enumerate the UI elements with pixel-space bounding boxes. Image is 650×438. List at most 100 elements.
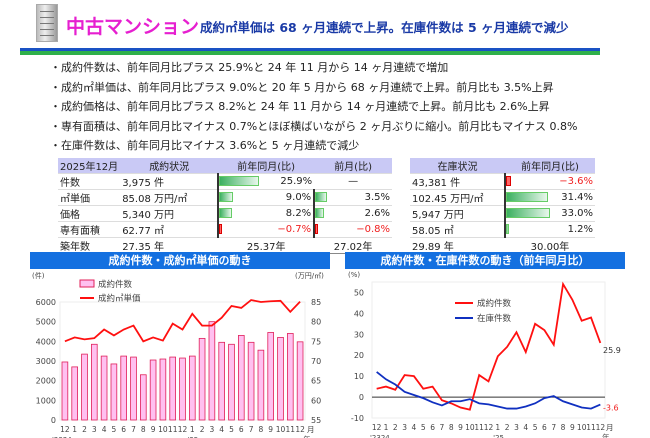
- x-year-label: '25: [493, 434, 504, 438]
- x-tick: 3: [92, 425, 97, 434]
- x-tick: 6: [542, 423, 547, 432]
- bar: [247, 341, 255, 421]
- y-left-tick: 1000: [36, 396, 56, 405]
- legend-swatch: [79, 279, 95, 288]
- bar: [120, 355, 128, 421]
- inventory-table: 在庫状況 前年同月(比) 43,381 件 −3.6% 102.45 万円/㎡ 31.4%…: [410, 158, 595, 254]
- y-left-unit: (件): [32, 271, 45, 280]
- x-tick: 6: [121, 425, 126, 434]
- y-right-tick: 60: [311, 396, 321, 405]
- bar: [286, 333, 294, 421]
- x-tick: 4: [219, 425, 224, 434]
- x-tick: 3: [210, 425, 215, 434]
- row-value: 102.45 万円/㎡: [410, 189, 505, 206]
- change-value: 1.2%: [567, 224, 593, 235]
- y-right-tick: 85: [311, 298, 321, 307]
- chart1-title: 成約件数・成約㎡単価の動き: [30, 252, 330, 269]
- y-right-tick: 65: [311, 377, 321, 386]
- bar: [228, 343, 235, 421]
- bar: [71, 366, 78, 421]
- x-tick: 11: [474, 423, 484, 432]
- chart2-title: 成約件数・在庫件数の動き（前年同月比）: [345, 252, 625, 269]
- y-right-unit: (万円/㎡): [295, 272, 324, 280]
- x-tick: 10: [465, 423, 475, 432]
- bar: [267, 332, 275, 421]
- positive-bar: [219, 176, 260, 186]
- positive-bar: [506, 192, 548, 202]
- y-tick: 40: [354, 309, 364, 318]
- positive-bar: [506, 224, 509, 234]
- x-tick: 4: [102, 425, 107, 434]
- positive-bar: [506, 208, 550, 218]
- legend-label: 成約㎡単価: [98, 293, 141, 304]
- row-value: 85.08 万円/㎡: [120, 189, 219, 206]
- series-line: [376, 371, 601, 410]
- bar: [130, 356, 137, 421]
- x-tick: 5: [229, 425, 234, 434]
- x-tick: 1: [384, 423, 389, 432]
- change-value: 2.6%: [364, 208, 390, 219]
- x-tick: 1: [190, 425, 195, 434]
- change-value: 9.0%: [285, 192, 312, 203]
- positive-bar: [219, 208, 232, 218]
- bar: [169, 356, 177, 421]
- bar: [140, 374, 147, 421]
- summary-item: ・専有面積は、前年同月比マイナス 0.7%とほぼ横ばいながら 2 ヶ月ぶりに縮小…: [50, 119, 578, 133]
- x-tick: 2: [82, 425, 87, 434]
- contract-chart: 010002000300040005000600055606570758085(…: [32, 271, 324, 438]
- summary-item: ・成約㎡単価は、前年同月比プラス 9.0%と 20 年 5 月から 68 ヶ月連…: [50, 80, 554, 94]
- series-line: [376, 281, 602, 411]
- table-row: 専有面積 62.77 ㎡ −0.7% −0.8%: [58, 221, 392, 238]
- x-tick: 12: [484, 423, 494, 432]
- bar: [61, 361, 69, 421]
- summary-list: ・成約件数は、前年同月比プラス 25.9%と 24 年 11 月から 14 ヶ月…: [50, 58, 577, 156]
- change-value: 3.5%: [364, 192, 390, 203]
- table-header: 2025年12月 成約状況 前年同月(比) 前月(比): [58, 158, 392, 174]
- x-tick: 12: [178, 425, 188, 434]
- legend-label: 成約件数: [98, 279, 133, 290]
- change-value: −3.6%: [559, 176, 593, 187]
- x-tick: 12: [372, 423, 382, 432]
- x-tick: 12: [596, 423, 606, 432]
- bar: [208, 321, 216, 421]
- table-row: 築年数 27.35 年 25.37年 27.02年: [58, 237, 392, 254]
- end-label: 25.9: [603, 346, 621, 355]
- x-tick: 2: [200, 425, 205, 434]
- summary-item: ・在庫件数は、前年同月比マイナス 3.6%と 5 ヶ月連続で減少: [50, 139, 360, 152]
- price-line: [64, 299, 301, 343]
- x-unit: 年: [602, 432, 610, 438]
- bar: [179, 357, 186, 421]
- table-row: 58.05 ㎡ 1.2%: [410, 221, 595, 238]
- x-tick: 4: [523, 423, 528, 432]
- y-tick: 10: [354, 372, 364, 381]
- x-tick: 12: [295, 425, 305, 434]
- row-value: 5,947 万円: [410, 205, 505, 222]
- y-left-tick: 6000: [36, 298, 56, 307]
- divider: [20, 48, 600, 55]
- negative-bar: [315, 224, 319, 234]
- row-label: ㎡単価: [58, 189, 121, 206]
- header-cell: 2025年12月: [58, 158, 121, 174]
- row-value: 58.05 ㎡: [410, 221, 505, 238]
- x-tick: 4: [412, 423, 417, 432]
- change-value: 31.4%: [561, 192, 593, 203]
- table-row: 価格 5,340 万円 8.2% 2.6%: [58, 205, 392, 222]
- x-tick: 9: [570, 423, 575, 432]
- bar: [296, 341, 304, 421]
- x-tick: 1: [495, 423, 500, 432]
- y-tick: 0: [359, 393, 364, 402]
- y-left-tick: 5000: [36, 318, 56, 327]
- change-value: 25.9%: [280, 176, 313, 187]
- bar: [159, 358, 167, 421]
- row-label: 価格: [58, 205, 121, 222]
- x-year-label: '2324: [370, 434, 390, 438]
- x-tick: 7: [440, 423, 445, 432]
- summary-item: ・成約価格は、前年同月比プラス 8.2%と 24 年 11 月から 14 ヶ月連…: [50, 100, 550, 113]
- x-tick: 9: [151, 425, 156, 434]
- row-label: 専有面積: [58, 221, 121, 238]
- x-tick: 6: [239, 425, 244, 434]
- y-right-tick: 55: [311, 416, 321, 425]
- y-right-tick: 70: [311, 357, 321, 366]
- x-tick: 2: [505, 423, 510, 432]
